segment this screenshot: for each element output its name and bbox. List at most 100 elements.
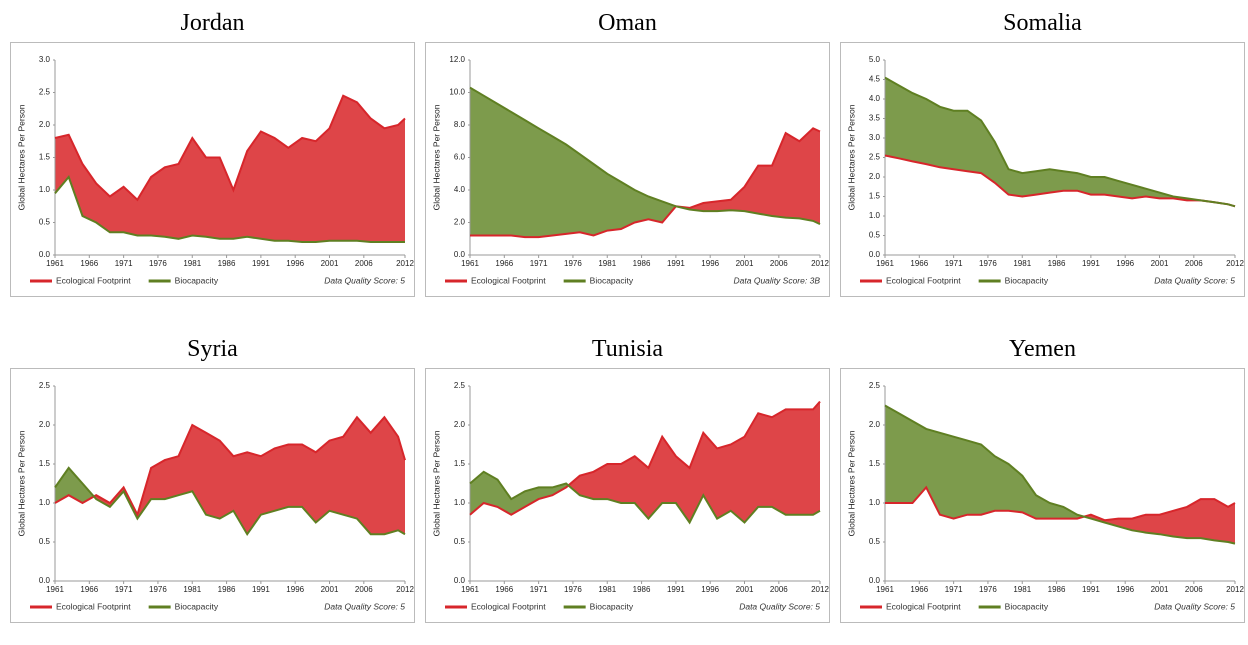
x-tick-label: 1991 [1082,259,1100,268]
x-tick-label: 1991 [667,259,685,268]
x-tick-label: 1976 [149,259,167,268]
chart-title: Syria [187,336,238,362]
y-axis-label: Global Hectares Per Person [431,104,441,210]
x-tick-label: 1976 [564,259,582,268]
x-tick-label: 2001 [736,585,754,594]
reserve-fill [885,405,1235,521]
y-tick-label: 4.5 [869,75,881,84]
y-tick-label: 3.5 [869,114,881,123]
y-tick-label: 0.0 [869,250,881,259]
x-tick-label: 1971 [115,259,133,268]
legend-label: Biocapacity [590,601,634,611]
panel-frame [840,42,1245,297]
chart-title: Tunisia [591,336,664,362]
x-tick-label: 1991 [667,585,685,594]
series-line [884,404,1236,545]
x-tick-label: 1986 [633,259,651,268]
quality-note: Data Quality Score: 5 [1154,601,1235,611]
x-tick-label: 1986 [1048,259,1066,268]
deficit-fill [55,95,405,242]
x-tick-label: 1996 [701,585,719,594]
y-tick-label: 1.0 [39,498,51,507]
x-tick-label: 1971 [530,259,548,268]
y-tick-label: 1.5 [39,459,51,468]
chart-title: Jordan [180,10,245,36]
x-tick-label: 2001 [1151,585,1169,594]
series-line [54,466,406,537]
x-tick-label: 2006 [770,259,788,268]
legend-label: Ecological Footprint [56,601,131,611]
legend-label: Ecological Footprint [56,275,131,285]
x-tick-label: 1966 [495,585,513,594]
legend-label: Biocapacity [1005,601,1049,611]
y-tick-label: 0.0 [454,576,466,585]
legend-label: Biocapacity [175,275,219,285]
quality-note: Data Quality Score: 5 [324,601,405,611]
quality-note: Data Quality Score: 3B [734,275,821,285]
y-tick-label: 2.5 [869,153,881,162]
x-tick-label: 2001 [321,585,339,594]
x-tick-label: 1991 [252,585,270,594]
y-tick-label: 0.5 [869,231,881,240]
y-tick-label: 0.5 [454,537,466,546]
panel-frame [840,368,1245,623]
series-line [54,94,406,202]
x-tick-label: 2001 [1151,259,1169,268]
x-tick-label: 1986 [218,585,236,594]
chart: 0.0 2.0 4.0 6.0 8.0 10.0 12.0 1961 1966 1971 1976 1… [425,42,830,297]
x-tick-label: 1966 [910,259,928,268]
y-axis-label: Global Hectares Per Person [846,104,856,210]
y-tick-label: 1.0 [454,498,466,507]
y-tick-label: 1.5 [869,192,881,201]
x-tick-label: 2006 [770,585,788,594]
y-tick-label: 3.0 [869,133,881,142]
y-tick-label: 10.0 [449,88,465,97]
y-tick-label: 1.0 [869,211,881,220]
y-tick-label: 0.5 [869,537,881,546]
y-tick-label: 0.0 [869,576,881,585]
x-tick-label: 1981 [1013,259,1031,268]
y-tick-label: 2.5 [454,381,466,390]
chart-title: Oman [598,10,657,36]
y-axis-label: Global Hectares Per Person [431,430,441,536]
chart: 0.0 0.5 1.0 1.5 2.0 2.5 3.0 1961 1966 1971 1976 198… [10,42,415,297]
series-line [469,400,821,516]
y-tick-label: 2.0 [869,420,881,429]
series-line [469,470,821,525]
series-line [54,415,406,518]
y-tick-label: 2.0 [39,120,51,129]
chart-title: Yemen [1009,336,1076,362]
y-tick-label: 1.0 [869,498,881,507]
y-tick-label: 0.0 [39,250,51,259]
x-tick-label: 2012 [811,259,829,268]
y-tick-label: 2.0 [869,172,881,181]
y-axis-label: Global Hectares Per Person [16,104,26,210]
y-tick-label: 2.0 [454,420,466,429]
legend-label: Biocapacity [175,601,219,611]
y-tick-label: 5.0 [869,55,881,64]
x-tick-label: 2012 [396,585,414,594]
y-tick-label: 1.5 [454,459,466,468]
y-tick-label: 4.0 [454,185,466,194]
y-tick-label: 0.0 [39,576,51,585]
x-tick-label: 1966 [495,259,513,268]
x-tick-label: 1981 [183,585,201,594]
x-tick-label: 1986 [218,259,236,268]
y-tick-label: 2.5 [869,381,881,390]
x-tick-label: 1961 [461,585,479,594]
x-tick-label: 2012 [1226,585,1244,594]
y-tick-label: 8.0 [454,120,466,129]
x-tick-label: 1996 [1116,585,1134,594]
x-tick-label: 1981 [598,585,616,594]
x-tick-label: 1971 [945,585,963,594]
series-line [884,154,1236,208]
x-tick-label: 1966 [80,259,98,268]
x-tick-label: 1961 [876,259,894,268]
legend-label: Ecological Footprint [886,601,961,611]
x-tick-label: 2001 [321,259,339,268]
x-tick-label: 2006 [355,259,373,268]
series-line [885,485,1236,522]
y-tick-label: 6.0 [454,153,466,162]
x-tick-label: 1961 [46,259,64,268]
